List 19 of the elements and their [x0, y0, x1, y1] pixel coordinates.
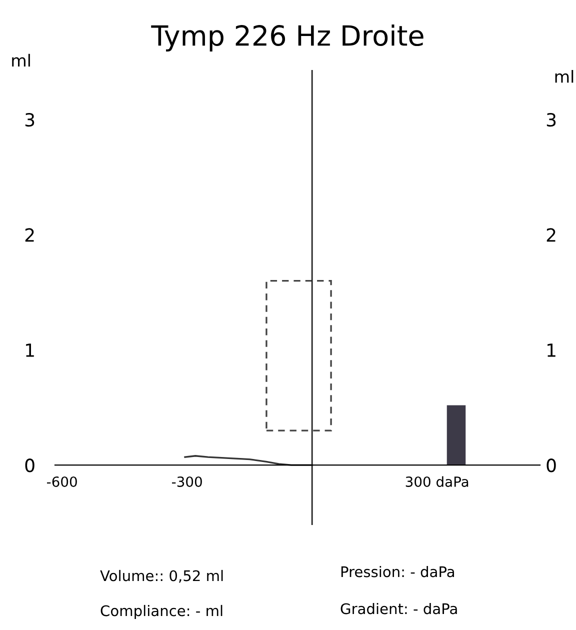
y-tick-label: 3 — [25, 112, 34, 127]
text: Pression: - daPa — [341, 566, 454, 578]
x-tick-label: -600 — [47, 476, 77, 487]
y2-axis-title: ml — [555, 70, 574, 83]
y2-tick-label: 0 — [546, 458, 556, 472]
y-tick-label: 2 — [25, 228, 34, 242]
chart-title: Tymp 226 Hz Droite — [151, 24, 424, 52]
x-tick-label: 300 daPa — [406, 476, 468, 487]
text: Gradient: - daPa — [340, 602, 457, 614]
line-series — [184, 455, 313, 466]
x-tick-label: -300 — [172, 476, 202, 487]
y-tick-label: 0 — [25, 458, 34, 472]
text: Volume:: 0,52 ml — [100, 570, 223, 583]
text: Compliance: - ml — [100, 604, 222, 620]
y-tick-label: 1 — [26, 344, 34, 357]
y2-tick-label: 3 — [546, 112, 556, 127]
y-axis-title: ml — [12, 54, 30, 67]
y2-tick-label: 1 — [548, 344, 556, 357]
y2-tick-label: 2 — [546, 228, 556, 242]
